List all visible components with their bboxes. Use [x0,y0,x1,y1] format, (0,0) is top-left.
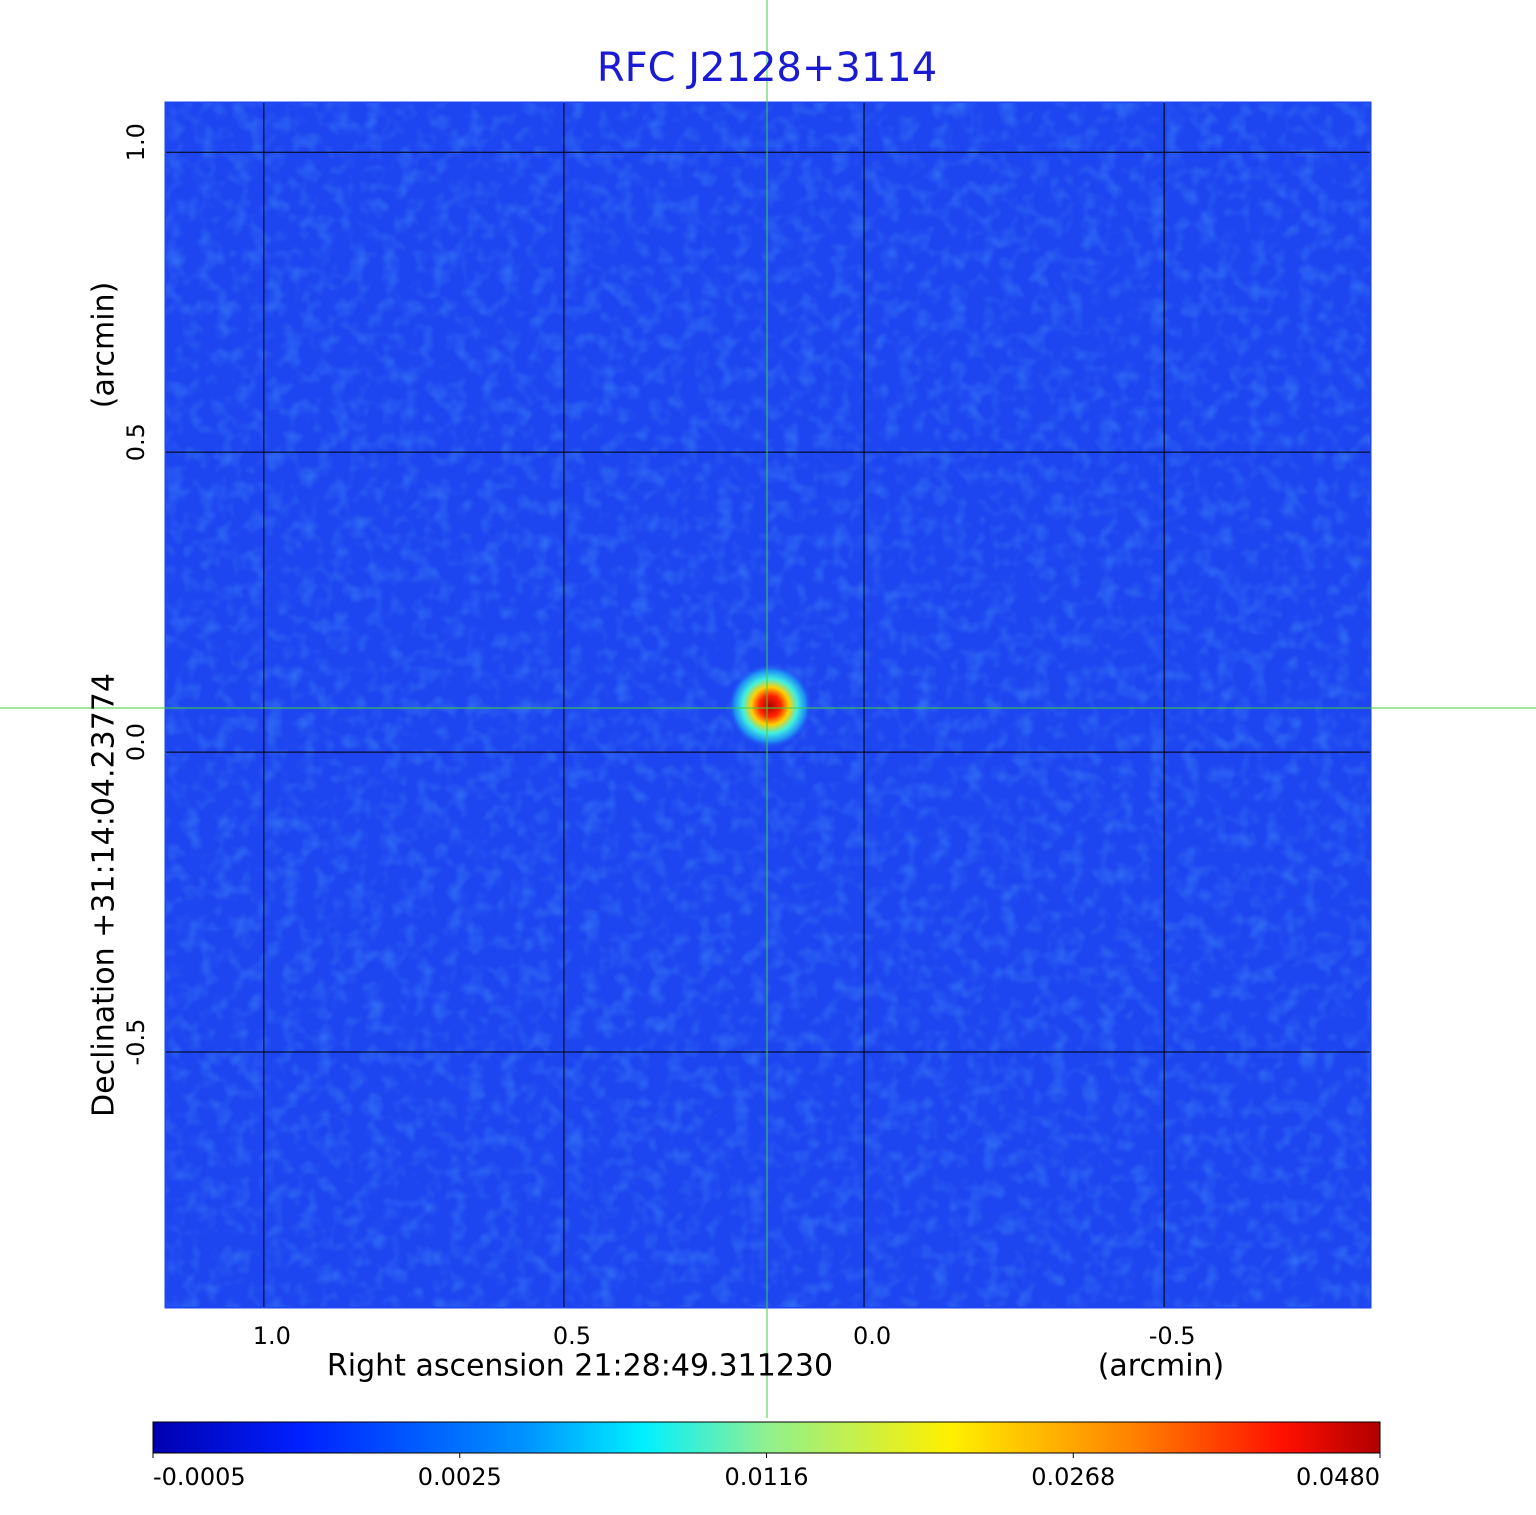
colorbar [152,1421,1381,1454]
x-tick-label: 0.0 [853,1322,891,1350]
y-tick-label: 0.5 [122,423,150,461]
grid [166,103,1370,1307]
y-tick-label: -0.5 [122,1019,150,1066]
y-axis-unit: (arcmin) [87,282,122,409]
x-tick-label: 0.5 [553,1322,591,1350]
colorbar-tick-label: 0.0480 [1296,1463,1380,1491]
colorbar-tick-label: -0.0005 [153,1463,246,1491]
source [728,664,812,748]
y-tick-label: 1.0 [122,123,150,161]
chart-title: RFC J2128+3114 [597,45,937,91]
colorbar-tick-label: 0.0025 [418,1463,502,1491]
colorbar-tick-label: 0.0268 [1031,1463,1115,1491]
colorbar-tick-label: 0.0116 [725,1463,809,1491]
y-tick-label: 0.0 [122,723,150,761]
x-tick-label: 1.0 [253,1322,291,1350]
x-tick-label: -0.5 [1149,1322,1196,1350]
x-axis-unit: (arcmin) [1098,1349,1225,1384]
y-axis-label: Declination +31:14:04.23774 [87,673,122,1117]
x-axis-label: Right ascension 21:28:49.311230 [327,1349,833,1384]
